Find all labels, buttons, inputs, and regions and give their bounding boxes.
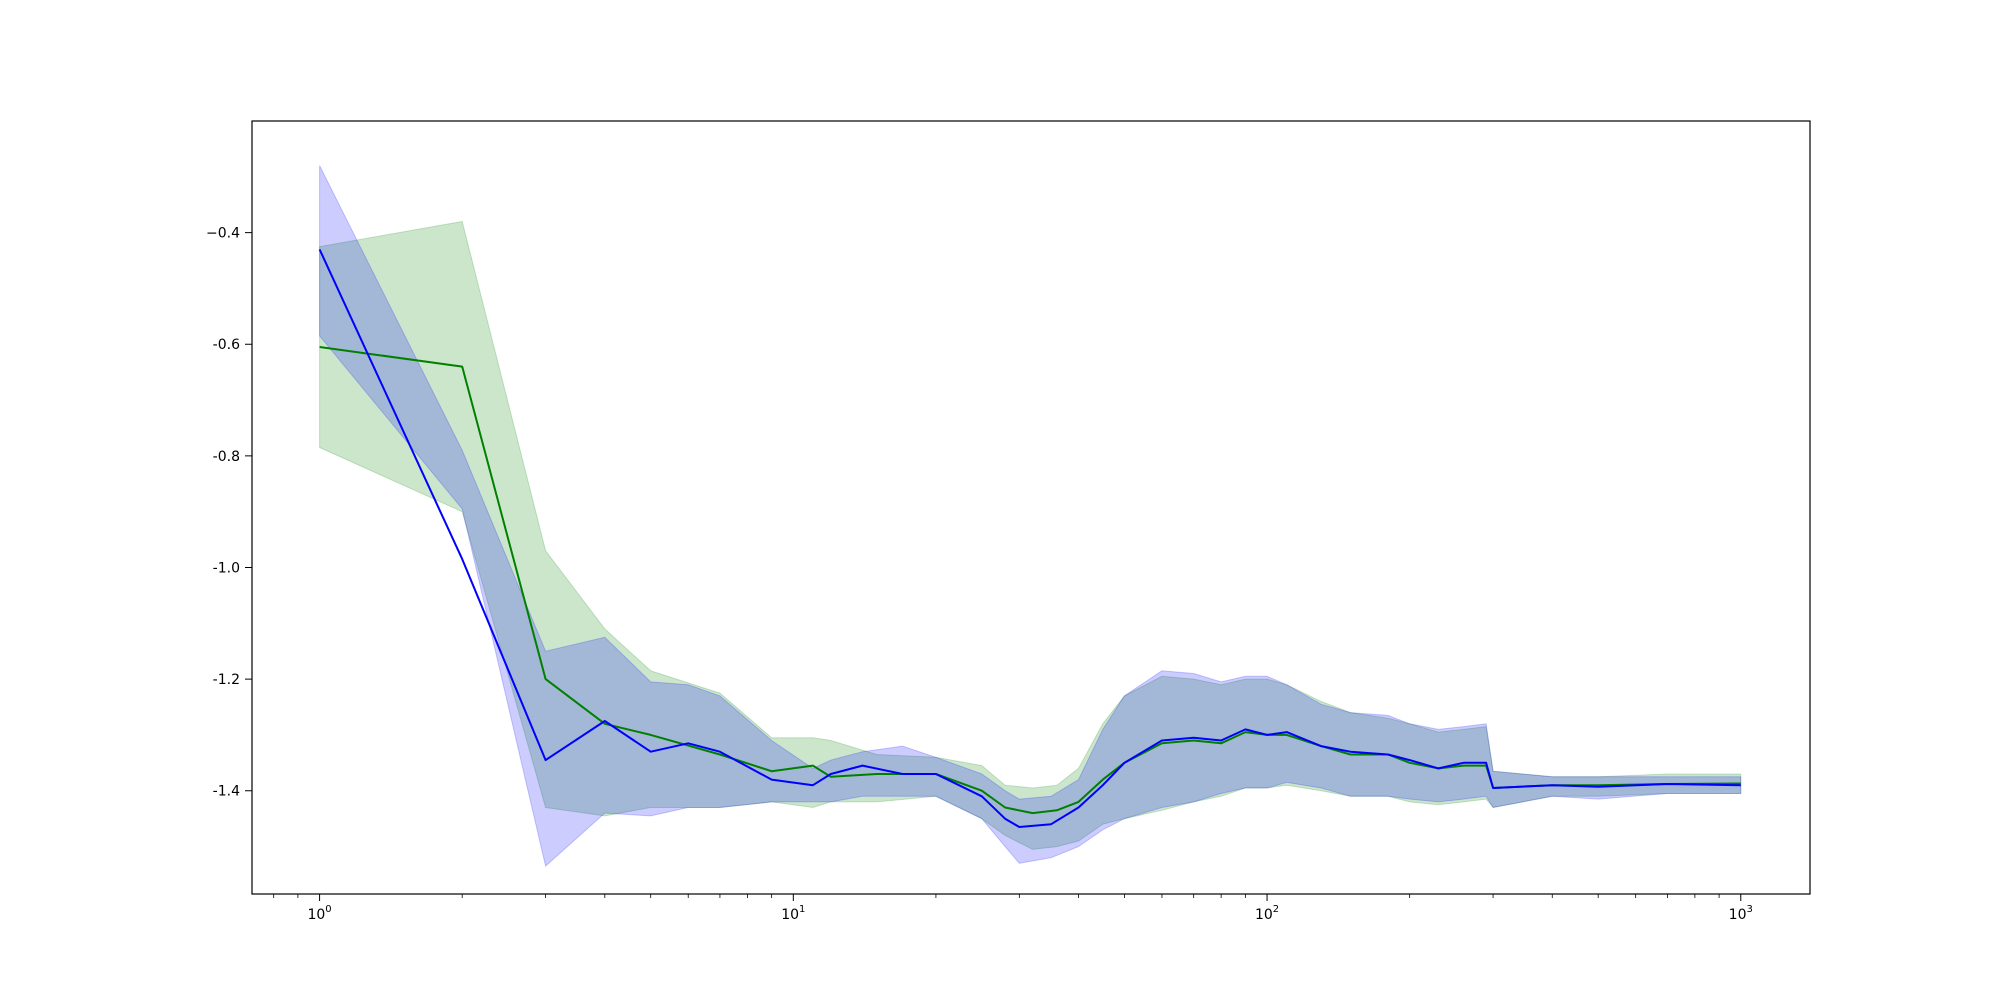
plot-frame [251, 120, 1811, 895]
y-tick-label: -1.0 [213, 560, 240, 576]
y-tick-label: -1.2 [213, 672, 240, 688]
series-lines [318, 248, 1741, 828]
y-tick-label: -1.4 [213, 784, 240, 800]
series-2-line [318, 248, 1741, 828]
x-tick-label: 101 [781, 904, 805, 923]
x-axis: 100 101 102 103 [273, 894, 1753, 923]
series-2-band [319, 165, 1742, 868]
y-axis: −0.4 -0.6 -0.8 -1.0 -1.2 -1.4 [206, 226, 252, 800]
y-tick-label: -0.6 [213, 337, 240, 353]
y-tick-label: -0.8 [213, 449, 240, 465]
x-tick-label: 102 [1255, 904, 1279, 923]
y-tick-label: −0.4 [206, 226, 240, 242]
x-tick-label: 103 [1729, 904, 1753, 923]
series-1-line [319, 346, 1741, 815]
confidence-bands [319, 165, 1742, 868]
x-tick-label: 100 [307, 904, 331, 923]
series-1-band [319, 220, 1742, 850]
